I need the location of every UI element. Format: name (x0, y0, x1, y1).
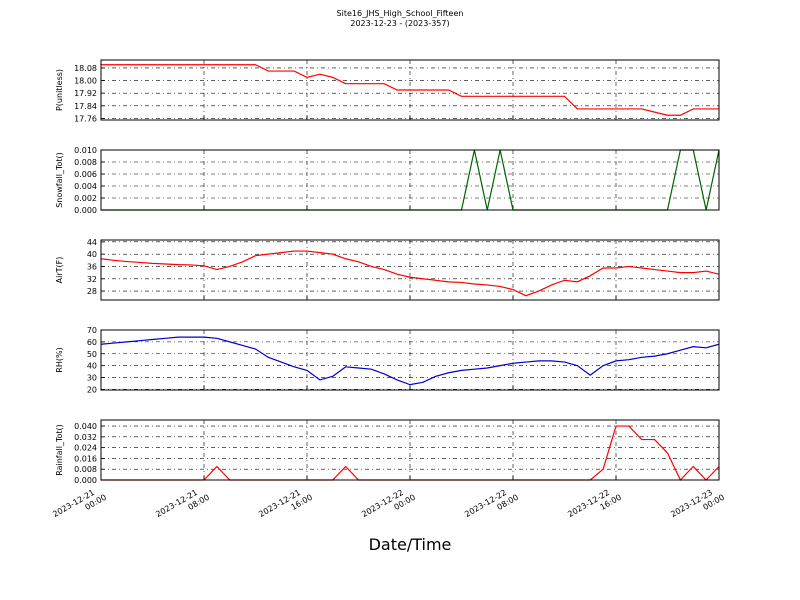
y-tick-label: 18.08 (74, 64, 97, 73)
panel-frame (100, 419, 720, 481)
y-axis-label: P(unitless) (55, 69, 64, 111)
y-axis-label: Snowfall_Tot() (55, 152, 64, 208)
y-tick-label: 0.006 (74, 170, 97, 179)
y-tick-label: 0.040 (74, 422, 97, 431)
data-line (101, 64, 719, 116)
y-tick-label: 40 (87, 250, 97, 259)
y-tick-label: 17.76 (74, 114, 97, 123)
y-tick-label: 0.000 (74, 206, 97, 215)
data-line (100, 250, 720, 297)
y-tick-label: 0.010 (74, 146, 97, 155)
x-tick-label: 2023-12-2216:00 (566, 484, 623, 528)
panel-frame (100, 329, 720, 391)
y-tick-label: 0.000 (74, 476, 97, 485)
y-tick-label: 20 (87, 385, 97, 394)
y-tick-label: 0.008 (74, 158, 97, 167)
x-tick-label: 2023-12-2208:00 (463, 484, 520, 528)
y-tick-label: 28 (87, 287, 97, 296)
chart-subtitle: 2023-12-23 - (2023-357) (350, 19, 449, 28)
y-tick-label: 32 (87, 275, 97, 284)
data-line (100, 336, 720, 386)
x-tick-label: 2023-12-2300:00 (669, 484, 726, 528)
y-tick-label: 36 (87, 262, 97, 271)
y-tick-label: 44 (87, 238, 97, 247)
y-tick-label: 0.004 (74, 182, 97, 191)
panel-frame (100, 149, 720, 211)
y-tick-label: 17.92 (74, 89, 97, 98)
y-tick-label: 18.00 (74, 77, 97, 86)
y-tick-label: 17.84 (74, 102, 97, 111)
chart-title: Site16_JHS_High_School_Fifteen (337, 9, 464, 18)
panel-frame (100, 239, 720, 301)
y-axis-label: AirT(F) (55, 257, 64, 284)
x-axis-label: Date/Time (369, 535, 452, 554)
y-axis-label: Rainfall_Tot() (55, 424, 64, 476)
y-tick-label: 40 (87, 362, 97, 371)
y-tick-label: 30 (87, 374, 97, 383)
y-tick-label: 0.024 (74, 444, 97, 453)
y-tick-label: 0.032 (74, 433, 97, 442)
y-tick-label: 70 (87, 326, 97, 335)
y-tick-label: 0.008 (74, 465, 97, 474)
x-tick-label: 2023-12-2200:00 (360, 484, 417, 528)
y-tick-label: 0.016 (74, 454, 97, 463)
y-tick-label: 50 (87, 350, 97, 359)
x-tick-label: 2023-12-2100:00 (51, 484, 108, 528)
panel-frame (100, 59, 720, 121)
x-tick-label: 2023-12-2108:00 (154, 484, 211, 528)
y-tick-label: 0.002 (74, 194, 97, 203)
y-axis-label: RH(%) (55, 347, 64, 372)
y-tick-label: 60 (87, 338, 97, 347)
x-tick-label: 2023-12-2116:00 (257, 484, 314, 528)
